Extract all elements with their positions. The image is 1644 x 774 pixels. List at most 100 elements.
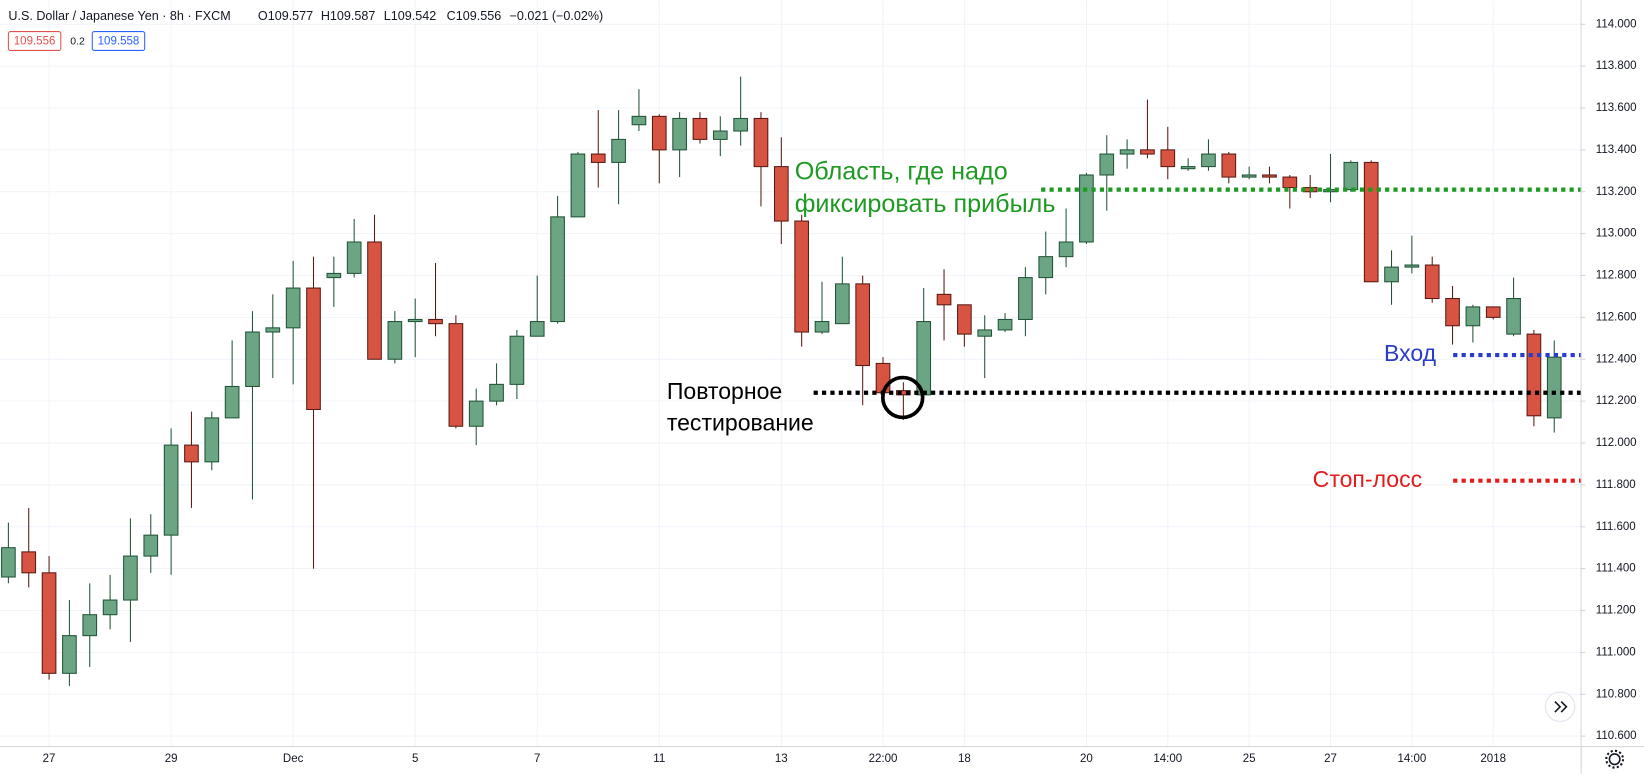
candle-body xyxy=(1079,174,1094,243)
y-tick-label: 111.400 xyxy=(1596,563,1636,575)
buy-badge[interactable] xyxy=(91,31,146,51)
y-tick-label: 110.800 xyxy=(1596,688,1637,700)
scroll-button[interactable] xyxy=(1544,691,1576,722)
candle-body xyxy=(529,321,545,337)
x-tick-label: 5 xyxy=(412,753,418,765)
gear-icon[interactable] xyxy=(1608,753,1621,766)
candle-body xyxy=(1445,298,1460,327)
ohlc-value: O109.577 xyxy=(258,9,313,23)
candle-body xyxy=(1485,306,1501,318)
candle-body xyxy=(896,390,911,396)
candle-body xyxy=(733,117,748,132)
x-tick-label: 20 xyxy=(1080,753,1093,765)
y-tick-label: 113.200 xyxy=(1596,186,1637,198)
candle-body xyxy=(1018,277,1033,320)
candle-body xyxy=(1241,174,1257,178)
price-axis xyxy=(1581,0,1644,746)
annotation-text: Повторное xyxy=(667,378,782,404)
candle-body xyxy=(794,220,809,333)
candle-body xyxy=(672,117,687,151)
x-tick-label: 22:00 xyxy=(869,753,898,765)
candle-body xyxy=(773,166,789,222)
candle-body xyxy=(245,331,260,387)
candle-body xyxy=(204,417,220,463)
candle-body xyxy=(1038,256,1054,279)
candle-body xyxy=(224,385,240,419)
candle-body xyxy=(1343,161,1359,191)
candle-body xyxy=(997,318,1013,331)
candle-body xyxy=(428,318,443,325)
annotations: Область, где надо фиксировать прибыль Повт… xyxy=(667,158,1589,492)
y-tick-label: 112.600 xyxy=(1596,311,1637,323)
candle-body xyxy=(407,318,423,323)
ohlc-value: L109.542 xyxy=(384,9,436,23)
ohlc-value: H109.587 xyxy=(321,9,376,23)
y-tick-label: 111.800 xyxy=(1596,479,1636,491)
gear-teeth xyxy=(1605,749,1625,769)
y-tick-label: 112.400 xyxy=(1596,353,1637,365)
candles xyxy=(1,76,1562,686)
y-tick-label: 111.000 xyxy=(1596,646,1636,658)
candle-body xyxy=(753,117,769,168)
candle-body xyxy=(265,327,281,333)
price-badges: 109.556 0.2 109.558 xyxy=(7,31,146,51)
retest-circle xyxy=(880,375,925,420)
y-tick-label: 111.600 xyxy=(1596,521,1636,533)
candle-body xyxy=(1384,266,1399,283)
chart-title: U.S. Dollar / Japanese Yen · 8h · FXCM xyxy=(8,9,230,23)
sell-price: 109.556 xyxy=(14,36,56,48)
candle-body xyxy=(1058,241,1074,258)
x-tick-label: 29 xyxy=(165,753,178,765)
candle-body xyxy=(346,241,362,274)
candle-body xyxy=(1160,149,1176,168)
candle-body xyxy=(41,572,57,674)
y-tick-label: 113.400 xyxy=(1596,144,1637,156)
candle-body xyxy=(387,321,403,360)
settings-button[interactable] xyxy=(1605,749,1625,769)
buy-price: 109.558 xyxy=(98,36,140,48)
candle-body xyxy=(62,635,77,674)
x-tick-label: 2018 xyxy=(1480,753,1506,765)
sell-badge[interactable] xyxy=(7,31,62,51)
axes: 110.600 110.800 111.000 111.200 111.400 111.6… xyxy=(43,18,1637,765)
x-tick-label: Dec xyxy=(283,753,304,765)
x-tick-label: 25 xyxy=(1243,753,1256,765)
annotation-text: Стоп-лосс xyxy=(1313,466,1422,492)
x-tick-label: 14:00 xyxy=(1397,753,1426,765)
ohlc-readout: O109.577 H109.587 L109.542 C109.556 −0.021 (… xyxy=(258,9,603,23)
candle-body xyxy=(1404,264,1420,268)
candle-body xyxy=(651,115,667,151)
x-tick-label: 18 xyxy=(958,753,971,765)
candle-body xyxy=(712,130,728,140)
y-tick-label: 114.000 xyxy=(1596,18,1637,30)
y-tick-label: 111.200 xyxy=(1596,605,1636,617)
candle-body xyxy=(82,614,98,637)
annotation-text: Вход xyxy=(1384,340,1437,366)
candle-body xyxy=(163,444,179,536)
spread: 0.2 xyxy=(70,36,85,47)
candle-body xyxy=(957,304,972,335)
ohlc-value: C109.556 xyxy=(447,9,502,23)
x-tick-label: 14:00 xyxy=(1153,753,1182,765)
candle-body xyxy=(814,321,830,333)
candle-body xyxy=(1282,176,1298,189)
candle-body xyxy=(590,153,606,163)
annotation-text: Область, где надо xyxy=(795,158,1008,186)
x-tick-label: 11 xyxy=(653,753,665,765)
x-tick-label: 13 xyxy=(775,753,788,765)
ohlc-value: −0.021 (−0.02%) xyxy=(510,9,604,23)
annotation-text: фиксировать прибыль xyxy=(795,190,1056,218)
x-tick-label: 27 xyxy=(43,753,56,765)
y-tick-label: 113.800 xyxy=(1596,60,1637,72)
candle-body xyxy=(1180,166,1196,170)
candle-body xyxy=(509,335,525,385)
x-tick-label: 27 xyxy=(1324,753,1337,765)
candle-body xyxy=(1465,306,1481,327)
candle-body xyxy=(306,287,321,411)
annotation-text: тестирование xyxy=(667,409,814,435)
candle-body xyxy=(1262,174,1277,178)
candle-body xyxy=(611,138,626,163)
candle-body xyxy=(1506,298,1521,335)
candle-body xyxy=(692,117,708,140)
